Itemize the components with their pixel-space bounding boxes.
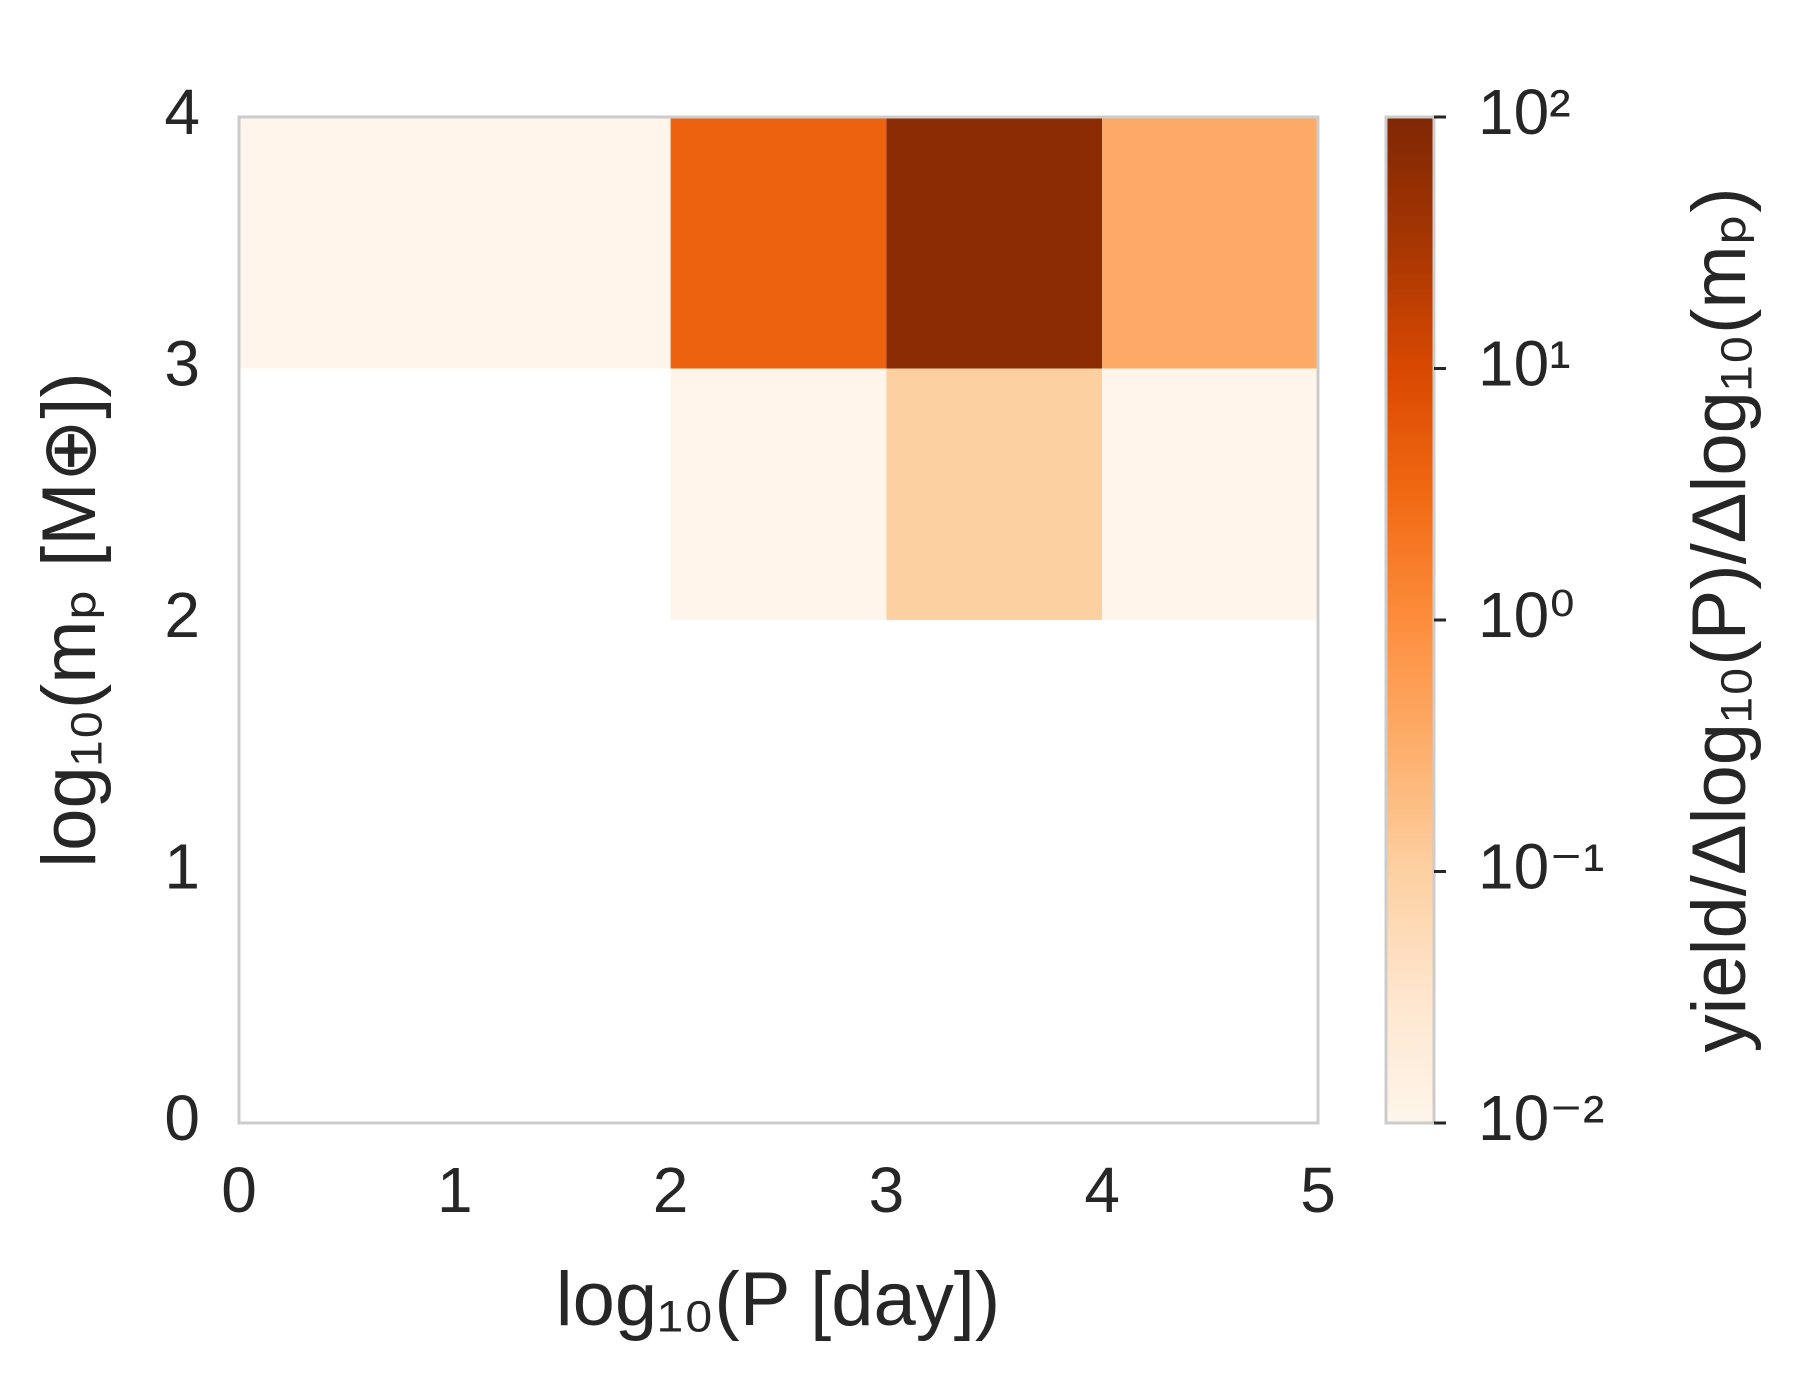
y-tick-label: 1 [164,830,200,902]
heatmap-cell [1102,368,1318,620]
plot-frame [237,115,1320,1125]
heatmap-cell [1102,117,1318,369]
y-tick-label: 4 [164,76,200,148]
colorbar-tick-label: 10² [1478,76,1571,148]
x-tick-label: 5 [1300,1154,1336,1226]
colorbar-label: yield/Δlog₁₀(P)/Δlog₁₀(mₚ) [1677,187,1762,1052]
heatmap-cell [886,368,1103,620]
x-tick-label: 3 [869,1154,905,1226]
colorbar-tick-label: 10⁻² [1478,1082,1604,1154]
x-tick-label: 2 [653,1154,689,1226]
y-tick-label: 0 [164,1082,200,1154]
colorbar-tick-label: 10⁻¹ [1478,830,1604,902]
x-tick-label: 4 [1084,1154,1120,1226]
colorbar [1384,115,1436,1125]
x-tick-label: 1 [437,1154,473,1226]
heatmap-cell [454,117,671,369]
x-axis-label: log₁₀(P [day]) [556,1257,1000,1342]
y-tick-label: 2 [164,579,200,651]
x-tick-label: 0 [221,1154,257,1226]
heatmap-cell [886,117,1103,369]
y-axis-label: log₁₀(mₚ [M⊕]) [27,372,112,867]
heatmap-cell [670,117,887,369]
heatmap-cell [670,368,887,620]
y-tick-label: 3 [164,327,200,399]
colorbar-tick-label: 10¹ [1478,327,1571,399]
heatmap-cell [239,117,455,369]
colorbar-tick-label: 10⁰ [1478,579,1575,651]
